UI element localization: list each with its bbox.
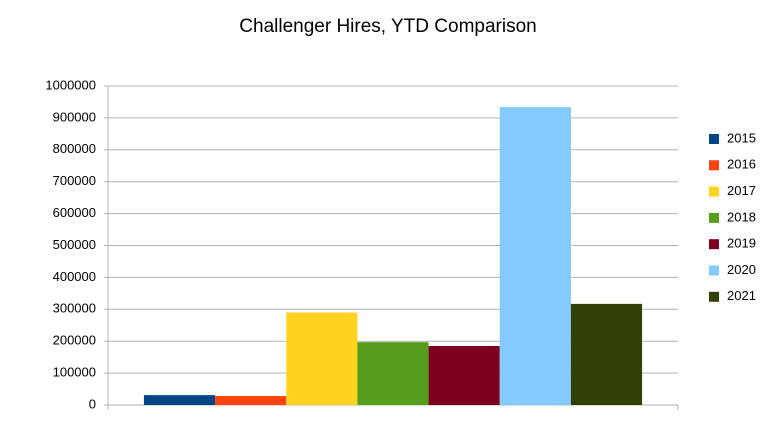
legend-label: 2019 (727, 236, 756, 251)
y-tick-label: 800000 (53, 141, 96, 156)
legend-swatch (709, 212, 719, 223)
legend-label: 2015 (727, 130, 756, 145)
y-tick-label: 500000 (53, 237, 96, 252)
bar (143, 395, 216, 405)
y-tick-label: 1000000 (45, 77, 96, 92)
y-tick-label: 400000 (53, 269, 96, 284)
bar (499, 107, 571, 405)
y-tick-label: 200000 (53, 333, 96, 348)
y-tick-label: 300000 (53, 301, 96, 316)
legend-swatch (709, 265, 719, 276)
legend-label: 2018 (727, 209, 756, 224)
legend-swatch (709, 291, 719, 302)
y-tick-label: 900000 (53, 109, 96, 124)
bar (286, 312, 358, 405)
legend-swatch (709, 186, 719, 197)
legend-swatch (709, 239, 719, 250)
legend-label: 2016 (727, 157, 756, 172)
legend-swatch (709, 134, 719, 144)
legend-swatch (709, 160, 719, 171)
y-tick-label: 600000 (53, 205, 96, 220)
chart-title: Challenger Hires, YTD Comparison (239, 16, 536, 37)
bar (570, 303, 643, 405)
legend-label: 2021 (727, 288, 756, 303)
bar (215, 396, 287, 405)
legend-label: 2020 (727, 262, 756, 277)
bar (357, 342, 429, 405)
legend-label: 2017 (727, 183, 756, 198)
bar (428, 345, 500, 405)
y-tick-label: 0 (89, 396, 96, 411)
y-tick-label: 100000 (53, 365, 96, 380)
y-tick-label: 700000 (53, 173, 96, 188)
